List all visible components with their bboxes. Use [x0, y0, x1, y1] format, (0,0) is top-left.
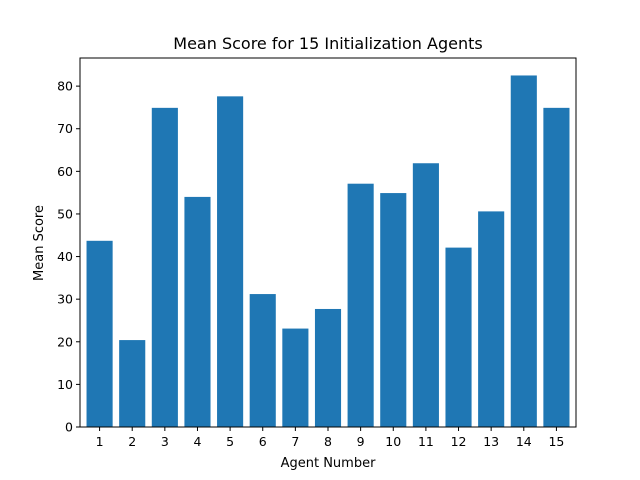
chart-title: Mean Score for 15 Initialization Agents	[173, 34, 482, 53]
x-tick-label-15: 15	[548, 434, 564, 449]
y-tick-label: 30	[57, 292, 73, 307]
x-tick-label-7: 7	[291, 434, 299, 449]
bar-agent-14	[510, 75, 537, 427]
y-tick-label: 70	[57, 121, 73, 136]
plot-frame	[79, 57, 577, 428]
x-tick-label-1: 1	[96, 434, 104, 449]
bar-agent-6	[249, 294, 276, 427]
y-tick-label: 60	[57, 164, 73, 179]
bar-agent-13	[478, 211, 505, 427]
y-tick-label: 80	[57, 79, 73, 94]
y-tick-label: 40	[57, 249, 73, 264]
bar-agent-5	[217, 96, 244, 427]
x-tick-label-14: 14	[516, 434, 532, 449]
x-tick-label-12: 12	[451, 434, 467, 449]
y-axis-ticks: 0 10 20 30 40 50 60 70 80	[57, 79, 80, 435]
x-tick-label-5: 5	[226, 434, 234, 449]
bars-group	[86, 75, 570, 427]
x-axis-label: Agent Number	[281, 456, 376, 471]
y-tick-label: 50	[57, 206, 73, 221]
x-tick-label-6: 6	[259, 434, 267, 449]
bar-agent-11	[412, 163, 439, 427]
bar-agent-3	[151, 107, 178, 427]
x-axis-ticks: 1 2 3 4 5 6 7 8 9 10 11 12 13 14 15	[96, 427, 564, 449]
x-tick-label-10: 10	[385, 434, 401, 449]
bar-agent-2	[119, 340, 146, 427]
y-tick-label: 20	[57, 334, 73, 349]
y-tick-label: 0	[65, 420, 73, 435]
bar-agent-4	[184, 196, 211, 427]
y-tick-label: 10	[57, 377, 73, 392]
x-tick-label-4: 4	[193, 434, 201, 449]
x-tick-label-8: 8	[324, 434, 332, 449]
bar-agent-1	[86, 240, 113, 427]
x-tick-label-13: 13	[483, 434, 499, 449]
x-tick-label-11: 11	[418, 434, 434, 449]
x-tick-label-3: 3	[161, 434, 169, 449]
bar-agent-9	[347, 183, 374, 427]
bar-agent-7	[282, 328, 309, 427]
bar-agent-15	[543, 107, 570, 427]
bar-agent-10	[380, 193, 407, 427]
x-tick-label-2: 2	[128, 434, 136, 449]
bar-agent-12	[445, 247, 472, 427]
bar-agent-8	[314, 308, 342, 427]
x-tick-label-9: 9	[357, 434, 365, 449]
y-axis-label: Mean Score	[32, 205, 47, 281]
